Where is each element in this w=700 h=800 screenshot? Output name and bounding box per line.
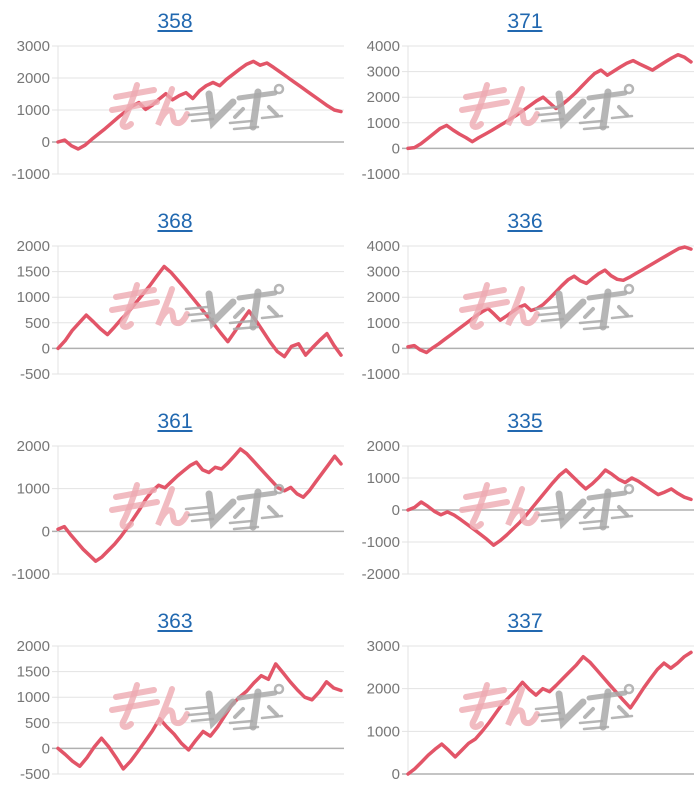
chart-title-link[interactable]: 358 <box>157 10 193 33</box>
chart-title-link[interactable]: 371 <box>507 10 543 33</box>
line-chart: 2000 1500 1000 500 0 -500 <box>0 638 350 800</box>
chart-title-row: 337 <box>350 600 700 638</box>
chart-title-row: 371 <box>350 0 700 38</box>
y-tick-label: 2000 <box>367 89 400 106</box>
y-tick-label: 2000 <box>367 438 400 455</box>
y-tick-label: 1000 <box>17 102 50 119</box>
y-tick-label: -1000 <box>362 166 400 183</box>
series-line <box>406 468 693 547</box>
chart-title-row: 361 <box>0 400 350 438</box>
line-chart: 3000 2000 1000 0 <box>350 638 700 800</box>
y-tick-label: 0 <box>42 740 50 757</box>
chart-title-row: 335 <box>350 400 700 438</box>
y-tick-label: 2000 <box>17 238 50 255</box>
y-tick-label: 3000 <box>367 264 400 281</box>
chart-title-link[interactable]: 336 <box>507 210 543 233</box>
chart-cell: 335 2000 1000 0 -1000 -2000 <box>350 400 700 600</box>
chart-cell: 337 3000 2000 1000 0 <box>350 600 700 800</box>
y-tick-label: 1000 <box>367 315 400 332</box>
y-tick-label: 1500 <box>17 264 50 281</box>
chart-title-link[interactable]: 361 <box>157 410 193 433</box>
line-chart-svg: 4000 3000 2000 1000 0 -1000 <box>362 38 694 183</box>
minrepo-watermark <box>109 682 285 731</box>
chart-cell: 361 2000 1000 0 -1000 <box>0 400 350 600</box>
minrepo-watermark <box>459 682 635 731</box>
chart-title-link[interactable]: 337 <box>507 610 543 633</box>
line-chart-svg: 2000 1000 0 -1000 <box>12 438 344 583</box>
y-tick-label: 0 <box>392 140 400 157</box>
y-tick-label: 4000 <box>367 238 400 255</box>
y-tick-label: 1000 <box>17 289 50 306</box>
chart-cell: 363 2000 1500 1000 500 0 -500 <box>0 600 350 800</box>
y-tick-label: 3000 <box>367 64 400 81</box>
chart-cell: 358 3000 2000 1000 0 -1000 <box>0 0 350 200</box>
y-tick-label: 1000 <box>17 689 50 706</box>
y-tick-label: -1000 <box>362 366 400 383</box>
y-tick-label: 0 <box>392 340 400 357</box>
y-tick-label: 4000 <box>367 38 400 55</box>
chart-cell: 368 2000 1500 1000 500 0 -500 <box>0 200 350 400</box>
line-chart-svg: 4000 3000 2000 1000 0 -1000 <box>362 238 694 383</box>
chart-title-row: 358 <box>0 0 350 38</box>
y-tick-label: 2000 <box>17 638 50 655</box>
chart-title-link[interactable]: 335 <box>507 410 543 433</box>
minrepo-watermark <box>109 482 285 531</box>
y-tick-label: 1000 <box>17 481 50 498</box>
y-tick-label: 1500 <box>17 664 50 681</box>
line-chart: 2000 1500 1000 500 0 -500 <box>0 238 350 400</box>
chart-title-row: 363 <box>0 600 350 638</box>
series-line <box>406 245 693 355</box>
y-tick-label: 3000 <box>17 38 50 55</box>
series-line <box>406 650 693 776</box>
y-tick-label: 2000 <box>367 289 400 306</box>
y-tick-label: 0 <box>42 340 50 357</box>
line-chart: 3000 2000 1000 0 -1000 <box>0 38 350 200</box>
series-line <box>56 662 343 771</box>
y-tick-label: -1000 <box>362 534 400 551</box>
minrepo-watermark <box>109 82 285 131</box>
line-chart-svg: 2000 1000 0 -1000 -2000 <box>362 438 694 583</box>
minrepo-watermark <box>459 482 635 531</box>
y-tick-label: 3000 <box>367 638 400 655</box>
series-line <box>56 447 343 563</box>
y-tick-label: 1000 <box>367 115 400 132</box>
y-tick-label: 2000 <box>367 681 400 698</box>
line-chart-svg: 2000 1500 1000 500 0 -500 <box>17 238 344 383</box>
series-line <box>406 52 693 151</box>
y-tick-label: 2000 <box>17 70 50 87</box>
y-tick-label: -500 <box>20 766 50 783</box>
chart-cell: 371 4000 3000 2000 1000 0 -1000 <box>350 0 700 200</box>
line-chart-svg: 3000 2000 1000 0 <box>367 638 694 783</box>
y-tick-label: -1000 <box>12 166 50 183</box>
y-tick-label: 0 <box>42 523 50 540</box>
chart-cell: 336 4000 3000 2000 1000 0 -1000 <box>350 200 700 400</box>
y-tick-label: -500 <box>20 366 50 383</box>
y-tick-label: 2000 <box>17 438 50 455</box>
chart-title-row: 336 <box>350 200 700 238</box>
y-tick-label: 1000 <box>367 723 400 740</box>
series-line <box>56 264 343 359</box>
chart-title-link[interactable]: 363 <box>157 610 193 633</box>
chart-title-link[interactable]: 368 <box>157 210 193 233</box>
y-tick-label: 1000 <box>367 470 400 487</box>
minrepo-watermark <box>109 282 285 331</box>
y-tick-label: 0 <box>392 502 400 519</box>
minrepo-watermark <box>459 282 635 331</box>
line-chart: 4000 3000 2000 1000 0 -1000 <box>350 38 700 200</box>
line-chart: 2000 1000 0 -1000 <box>0 438 350 600</box>
minrepo-watermark <box>459 82 635 131</box>
line-chart: 2000 1000 0 -1000 -2000 <box>350 438 700 600</box>
y-tick-label: -2000 <box>362 566 400 583</box>
y-tick-label: 0 <box>42 134 50 151</box>
line-chart: 4000 3000 2000 1000 0 -1000 <box>350 238 700 400</box>
y-tick-label: -1000 <box>12 566 50 583</box>
chart-title-row: 368 <box>0 200 350 238</box>
y-tick-label: 500 <box>25 715 50 732</box>
y-tick-label: 500 <box>25 315 50 332</box>
series-line <box>56 59 343 151</box>
y-tick-label: 0 <box>392 766 400 783</box>
line-chart-svg: 2000 1500 1000 500 0 -500 <box>17 638 344 783</box>
line-chart-svg: 3000 2000 1000 0 -1000 <box>12 38 344 183</box>
